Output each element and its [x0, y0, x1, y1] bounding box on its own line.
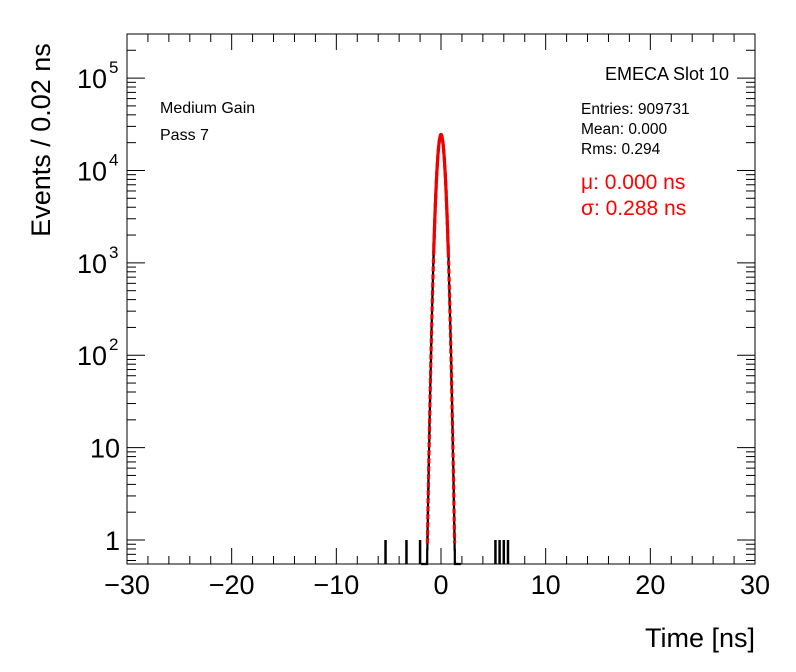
x-axis-label: Time [ns] [645, 623, 755, 653]
fit-sigma-label: σ: 0.288 ns [581, 197, 686, 220]
stats-entries: Entries: 909731 [581, 101, 690, 118]
chart-title: EMECA Slot 10 [605, 64, 729, 84]
x-tick-label: 20 [635, 570, 665, 600]
fit-mu-label: μ: 0.000 ns [581, 171, 685, 194]
stats-mean: Mean: 0.000 [581, 121, 668, 138]
y-tick-label: 10 [77, 156, 107, 186]
y-tick-exponent: 3 [109, 243, 118, 262]
y-tick-exponent: 4 [109, 150, 118, 169]
x-tick-label: 10 [531, 570, 561, 600]
x-tick-label: −10 [313, 570, 359, 600]
y-tick-label: 10 [90, 434, 120, 464]
x-tick-label: 0 [433, 570, 448, 600]
x-tick-label: −30 [104, 570, 150, 600]
y-tick-label: 1 [105, 526, 120, 556]
annotation-pass: Pass 7 [160, 127, 209, 144]
fit-curve [432, 132, 450, 254]
gaussian-fit-series [425, 132, 457, 544]
y-tick-exponent: 2 [109, 335, 118, 354]
axis-ticks [126, 33, 756, 564]
y-axis-label: Events / 0.02 ns [26, 43, 56, 237]
y-tick-exponent: 5 [109, 58, 118, 77]
x-tick-label: −20 [209, 570, 255, 600]
y-tick-label: 10 [77, 64, 107, 94]
y-tick-label: 10 [77, 341, 107, 371]
x-tick-labels: −30 −20 −10 0 10 20 30 [104, 570, 770, 600]
stats-rms: Rms: 0.294 [581, 141, 661, 158]
y-tick-label: 10 [77, 249, 107, 279]
x-tick-label: 30 [740, 570, 770, 600]
annotation-gain: Medium Gain [160, 100, 255, 117]
